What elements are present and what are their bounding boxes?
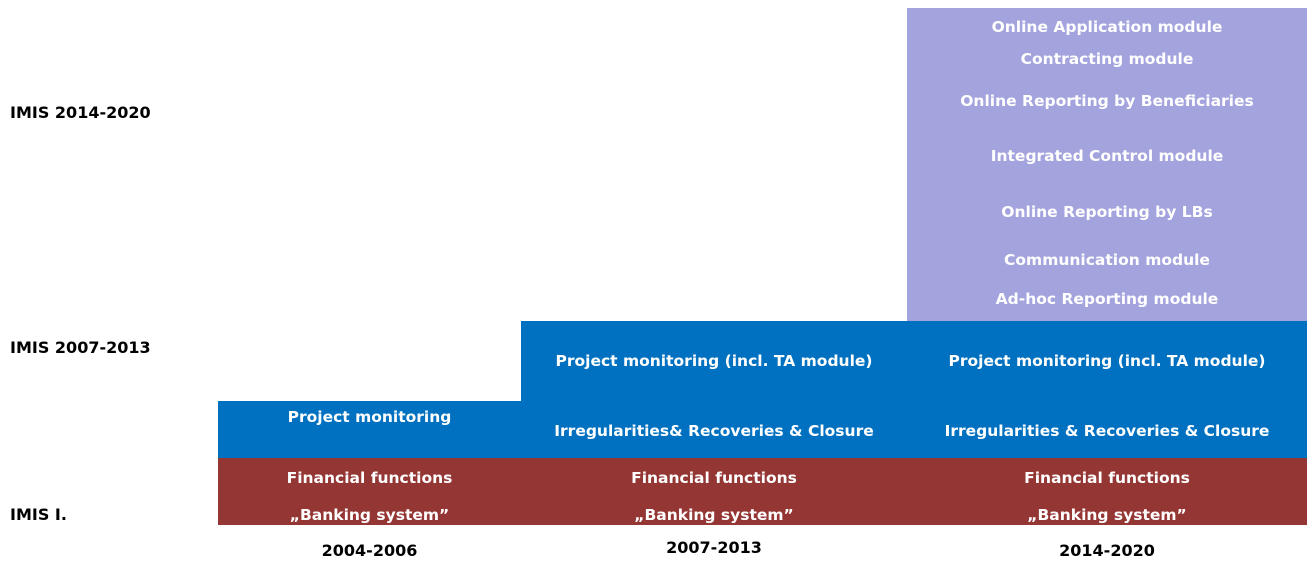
monitoring-text: Irregularities & Recoveries & Closure	[944, 422, 1270, 440]
monitoring-block: Project monitoring (incl. TA module) Irre…	[521, 321, 907, 458]
monitoring-text: Project monitoring (incl. TA module)	[948, 352, 1266, 370]
financial-band	[218, 458, 1307, 525]
financial-text: „Banking system”	[1027, 506, 1187, 524]
module-text: Online Reporting by Beneficiaries	[960, 92, 1254, 110]
module-text: Online Application module	[991, 18, 1223, 36]
row-label: IMIS 2007-2013	[10, 338, 151, 357]
module-text: Contracting module	[1020, 50, 1194, 68]
financial-text: Financial functions	[631, 469, 797, 487]
financial-cell: Financial functions „Banking system”	[907, 458, 1307, 525]
module-text: Ad-hoc Reporting module	[995, 290, 1219, 308]
monitoring-text: Project monitoring	[287, 408, 452, 426]
monitoring-text: Irregularities& Recoveries & Closure	[554, 422, 874, 440]
module-text: Online Reporting by LBs	[1001, 203, 1213, 221]
row-label: IMIS 2014-2020	[10, 103, 151, 122]
module-text: Communication module	[1004, 251, 1210, 269]
monitoring-block: Project monitoring	[218, 401, 521, 458]
period-label: 2014-2020	[1059, 541, 1155, 560]
modules-block: Online Application module Contracting mod…	[907, 8, 1307, 321]
period-label: 2007-2013	[666, 538, 762, 557]
period-label: 2004-2006	[321, 541, 418, 560]
financial-text: „Banking system”	[634, 506, 794, 524]
financial-cell: Financial functions „Banking system”	[521, 458, 907, 525]
row-label: IMIS I.	[10, 505, 67, 524]
monitoring-text: Project monitoring (incl. TA module)	[555, 352, 873, 370]
monitoring-block: Project monitoring (incl. TA module) Irre…	[907, 321, 1307, 458]
financial-text: Financial functions	[1024, 469, 1190, 487]
module-text: Integrated Control module	[990, 147, 1224, 165]
financial-cell: Financial functions „Banking system”	[218, 458, 521, 525]
financial-text: Financial functions	[286, 469, 453, 487]
financial-text: „Banking system”	[289, 506, 450, 524]
